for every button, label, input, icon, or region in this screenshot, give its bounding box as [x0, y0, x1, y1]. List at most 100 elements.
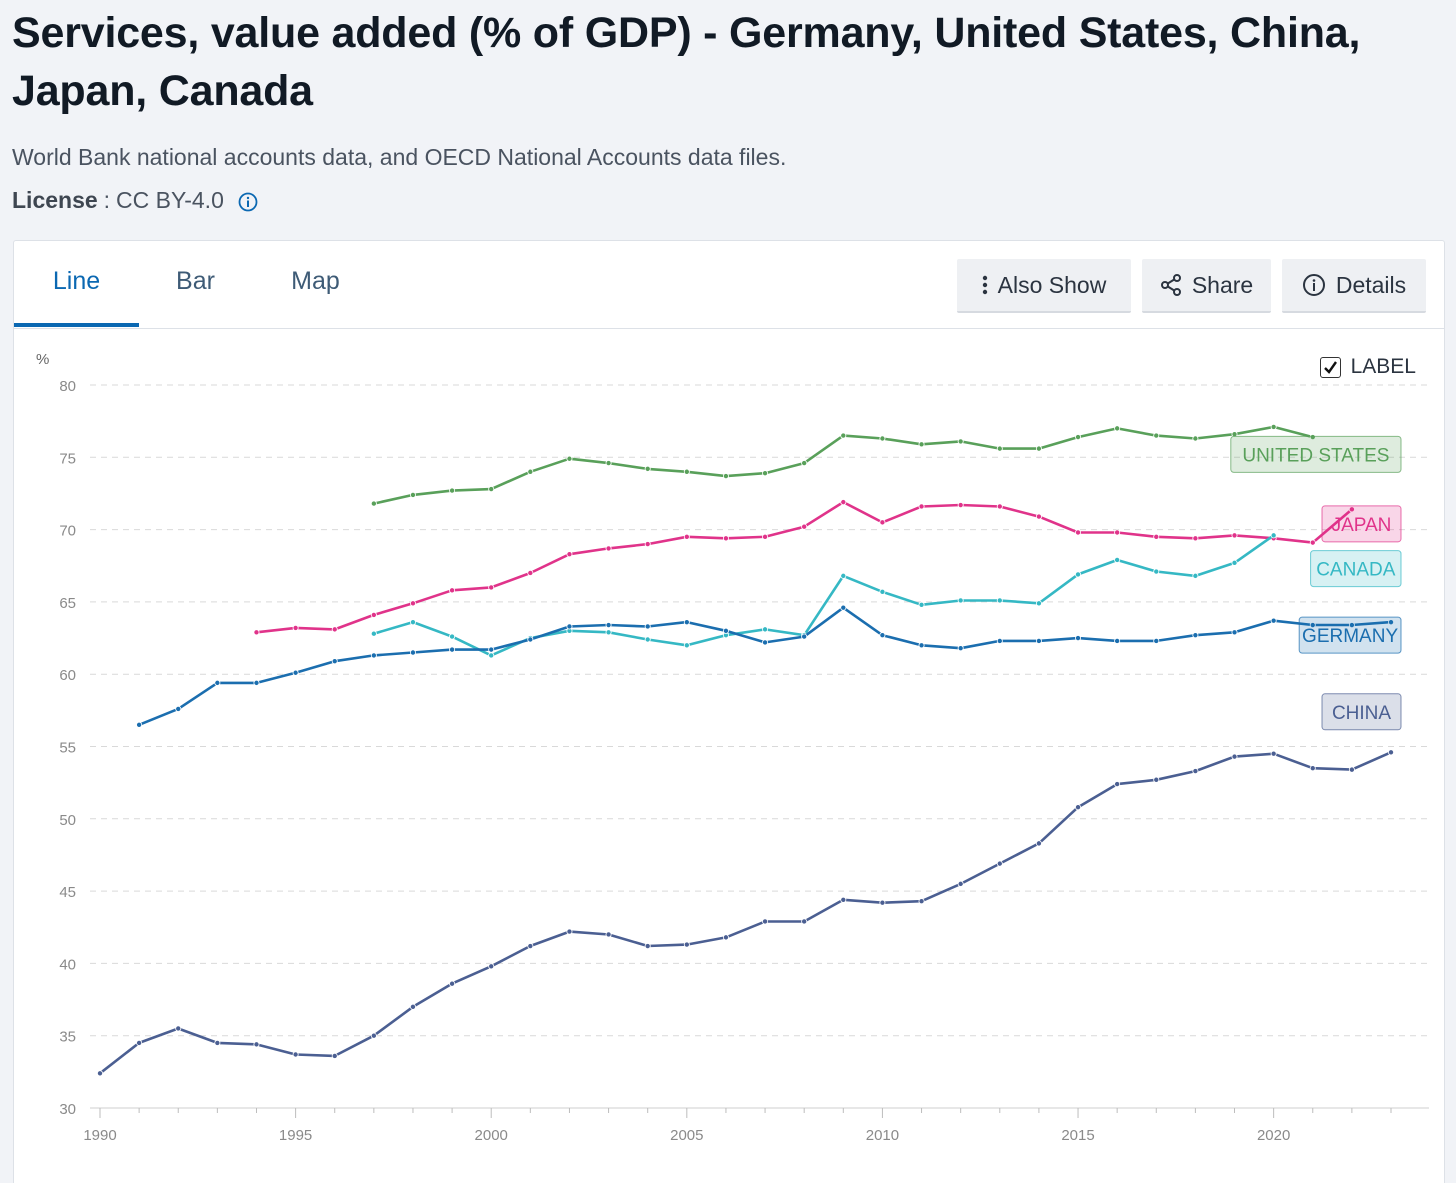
details-button[interactable]: Details — [1282, 259, 1426, 313]
data-point-united-states — [449, 487, 456, 494]
data-point-united-states — [644, 465, 651, 472]
data-point-japan — [1153, 533, 1160, 540]
series-line-china — [99, 751, 1392, 1075]
data-point-canada — [644, 636, 651, 643]
data-point-china — [683, 941, 690, 948]
license-value: CC BY-4.0 — [116, 187, 224, 213]
data-point-japan — [1075, 529, 1082, 536]
data-point-china — [566, 928, 573, 935]
data-point-china — [409, 1003, 416, 1010]
data-point-japan — [918, 503, 925, 510]
series-label-germany: GERMANY — [1302, 626, 1398, 647]
data-point-china — [1192, 768, 1199, 775]
data-point-united-states — [605, 460, 612, 467]
data-point-japan — [1309, 539, 1316, 546]
data-point-germany — [1075, 635, 1082, 642]
data-point-canada — [762, 626, 769, 633]
series-label-japan: JAPAN — [1332, 515, 1392, 536]
data-point-china — [957, 880, 964, 887]
x-tick-label: 2010 — [866, 1127, 899, 1144]
details-label: Details — [1335, 271, 1407, 298]
x-tick-label: 1995 — [279, 1127, 312, 1144]
series-line-canada — [373, 534, 1275, 657]
data-point-germany — [175, 705, 182, 712]
data-point-canada — [1192, 572, 1199, 579]
data-point-japan — [1231, 532, 1238, 539]
data-point-germany — [683, 619, 690, 626]
data-point-united-states — [1192, 435, 1199, 442]
data-point-germany — [605, 622, 612, 629]
data-point-china — [370, 1032, 377, 1039]
data-point-china — [449, 980, 456, 987]
also-show-button[interactable]: Also Show — [957, 259, 1131, 313]
source-note: World Bank national accounts data, and O… — [12, 144, 787, 170]
data-point-japan — [409, 600, 416, 607]
series-label-box-united-states — [1230, 435, 1402, 473]
data-point-canada — [449, 633, 456, 640]
label-toggle[interactable]: LABEL — [1319, 355, 1416, 379]
data-point-china — [136, 1039, 143, 1046]
data-point-china — [1348, 766, 1355, 773]
y-tick-label: 70 — [59, 523, 76, 540]
data-point-japan — [292, 624, 299, 631]
series-line-germany — [138, 606, 1392, 727]
x-tick-label: 2005 — [670, 1127, 703, 1144]
license-label: License — [12, 187, 98, 213]
data-point-germany — [840, 604, 847, 611]
tab-line[interactable]: Line — [52, 267, 101, 295]
x-tick-label: 2015 — [1061, 1127, 1094, 1144]
x-tick-label: 2000 — [475, 1127, 508, 1144]
x-tick-label: 2020 — [1257, 1127, 1290, 1144]
share-button[interactable]: Share — [1142, 259, 1271, 313]
data-point-china — [488, 963, 495, 970]
also-show-label: Also Show — [997, 271, 1107, 298]
data-point-canada — [879, 588, 886, 595]
data-point-united-states — [879, 435, 886, 442]
data-point-japan — [801, 523, 808, 530]
data-point-germany — [1309, 622, 1316, 629]
tab-map[interactable]: Map — [291, 267, 340, 295]
data-point-china — [1114, 781, 1121, 788]
data-point-japan — [1192, 535, 1199, 542]
tab-bar-chart[interactable]: Bar — [176, 267, 215, 295]
data-point-china — [97, 1070, 104, 1077]
data-point-japan — [527, 569, 534, 576]
data-point-china — [1309, 765, 1316, 772]
data-point-japan — [683, 533, 690, 540]
data-point-japan — [879, 519, 886, 526]
y-tick-label: 60 — [59, 667, 76, 684]
data-point-china — [762, 918, 769, 925]
more-vertical-icon — [982, 275, 987, 295]
data-point-japan — [996, 503, 1003, 510]
data-point-united-states — [996, 445, 1003, 452]
data-point-germany — [253, 679, 260, 686]
data-point-canada — [370, 630, 377, 637]
data-point-china — [996, 860, 1003, 867]
data-point-germany — [644, 623, 651, 630]
active-tab-indicator — [14, 323, 139, 327]
data-point-china — [527, 943, 534, 950]
data-point-germany — [449, 646, 456, 653]
data-point-germany — [527, 636, 534, 643]
series-label-united-states: UNITED STATES — [1242, 445, 1389, 466]
data-point-germany — [1348, 622, 1355, 629]
data-point-germany — [1114, 637, 1121, 644]
data-point-germany — [331, 658, 338, 665]
data-point-japan — [762, 533, 769, 540]
info-icon[interactable] — [238, 191, 258, 211]
y-axis-unit-label: % — [36, 351, 49, 368]
license-separator: : — [103, 187, 111, 213]
series-label-box-canada — [1310, 550, 1402, 588]
data-point-china — [840, 896, 847, 903]
data-point-germany — [1231, 629, 1238, 636]
data-point-canada — [683, 642, 690, 649]
data-point-canada — [1153, 568, 1160, 575]
data-point-canada — [996, 597, 1003, 604]
data-point-united-states — [918, 441, 925, 448]
data-point-united-states — [1075, 434, 1082, 441]
data-point-japan — [331, 626, 338, 633]
chart-card: Line Bar Map Also Show Share Details % 30… — [13, 240, 1445, 1183]
data-point-canada — [488, 652, 495, 659]
label-checkbox[interactable] — [1319, 356, 1341, 378]
data-point-united-states — [1153, 432, 1160, 439]
